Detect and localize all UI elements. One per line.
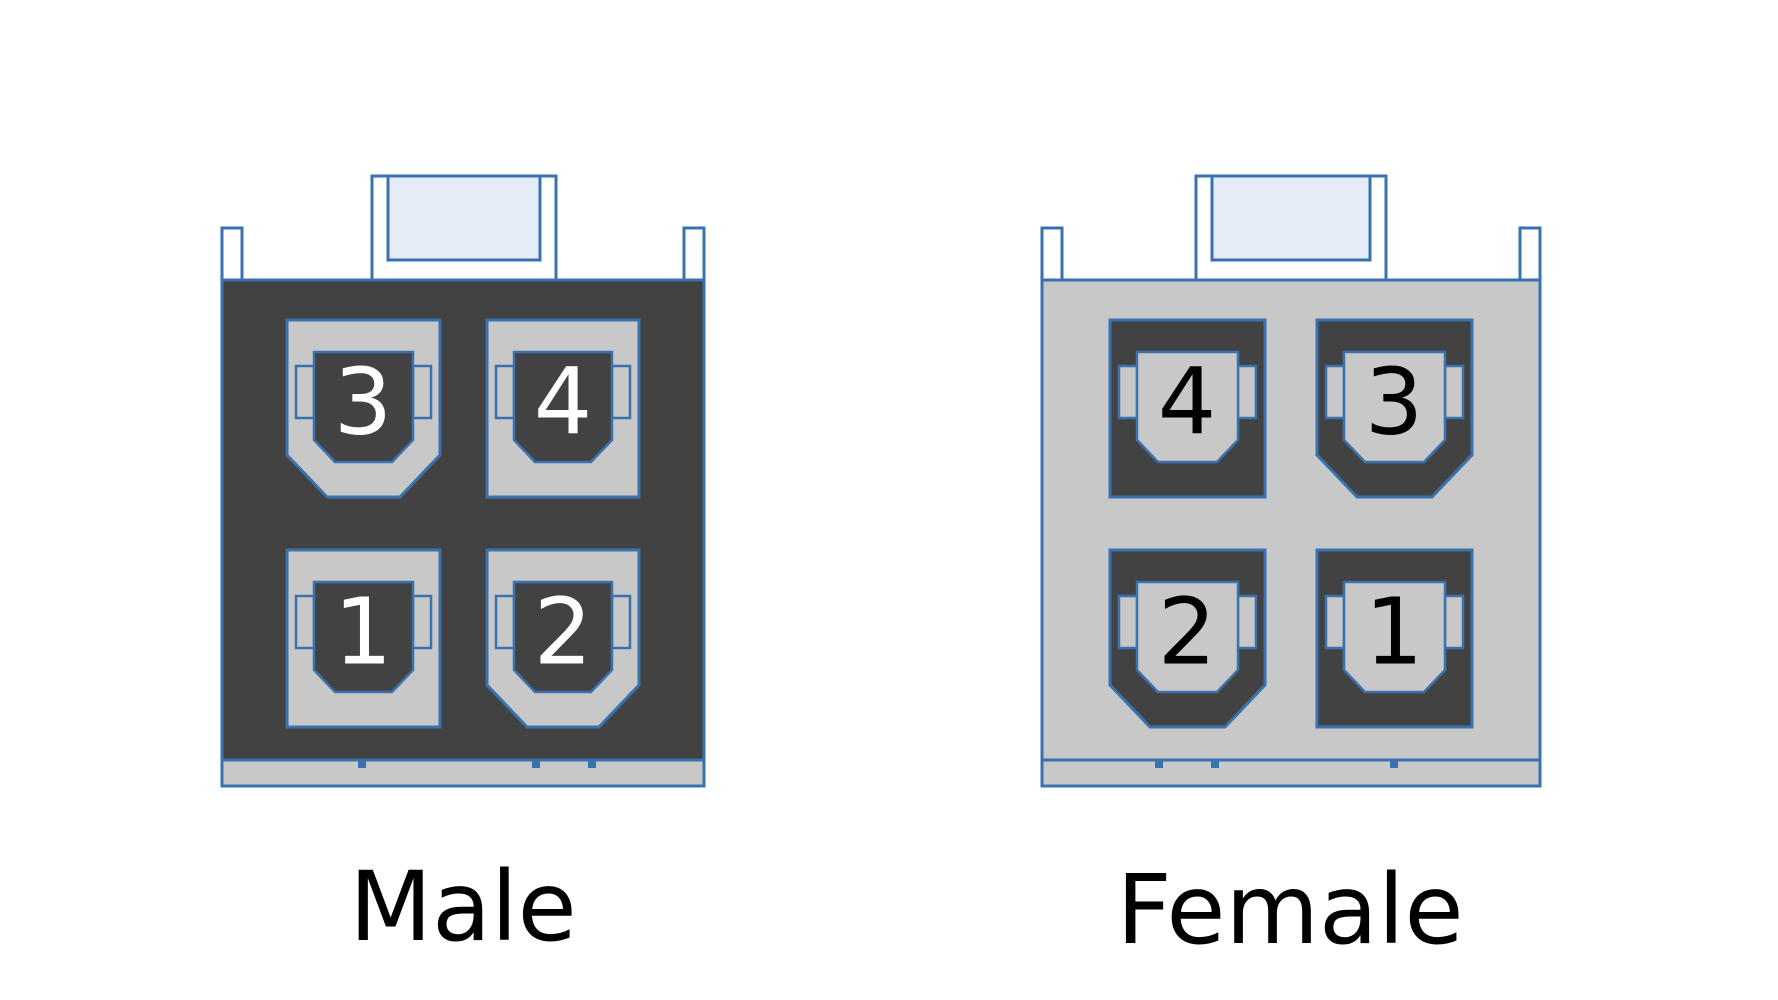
latch-window (386, 174, 542, 262)
pin-cavity: 4 (485, 318, 641, 499)
pin-number: 2 (1158, 579, 1217, 686)
side-post-left (1040, 226, 1064, 282)
pin-number: 1 (1365, 579, 1424, 686)
rail-notch (588, 760, 596, 768)
male-connector: 3 4 1 (220, 174, 706, 963)
pin-cavity: 3 (285, 318, 442, 499)
bottom-rail (1040, 758, 1542, 788)
pin-cavity: 2 (1108, 548, 1267, 729)
pin-number: 3 (334, 349, 393, 456)
pin-cavity: 4 (1108, 318, 1267, 499)
pin-number: 3 (1365, 349, 1424, 456)
side-post-left (220, 226, 244, 282)
rail-notch (358, 760, 366, 768)
pin-number: 1 (334, 579, 393, 686)
pin-number: 4 (534, 349, 593, 456)
bottom-rail (220, 758, 706, 788)
pin-cavity: 1 (1315, 548, 1474, 729)
pin-number: 2 (534, 579, 593, 686)
pin-cavity: 3 (1315, 318, 1474, 499)
male-caption: Male (349, 851, 576, 963)
female-connector: 4 3 2 (1040, 174, 1542, 966)
side-post-right (1518, 226, 1542, 282)
rail-notch (1390, 760, 1398, 768)
pin-number: 4 (1158, 349, 1217, 456)
pin-cavity: 1 (285, 548, 442, 729)
side-post-right (682, 226, 706, 282)
rail-notch (1211, 760, 1219, 768)
rail-notch (532, 760, 540, 768)
rail-notch (1155, 760, 1163, 768)
pin-cavity: 2 (485, 548, 641, 729)
female-caption: Female (1116, 854, 1463, 966)
latch-window (1210, 174, 1372, 262)
